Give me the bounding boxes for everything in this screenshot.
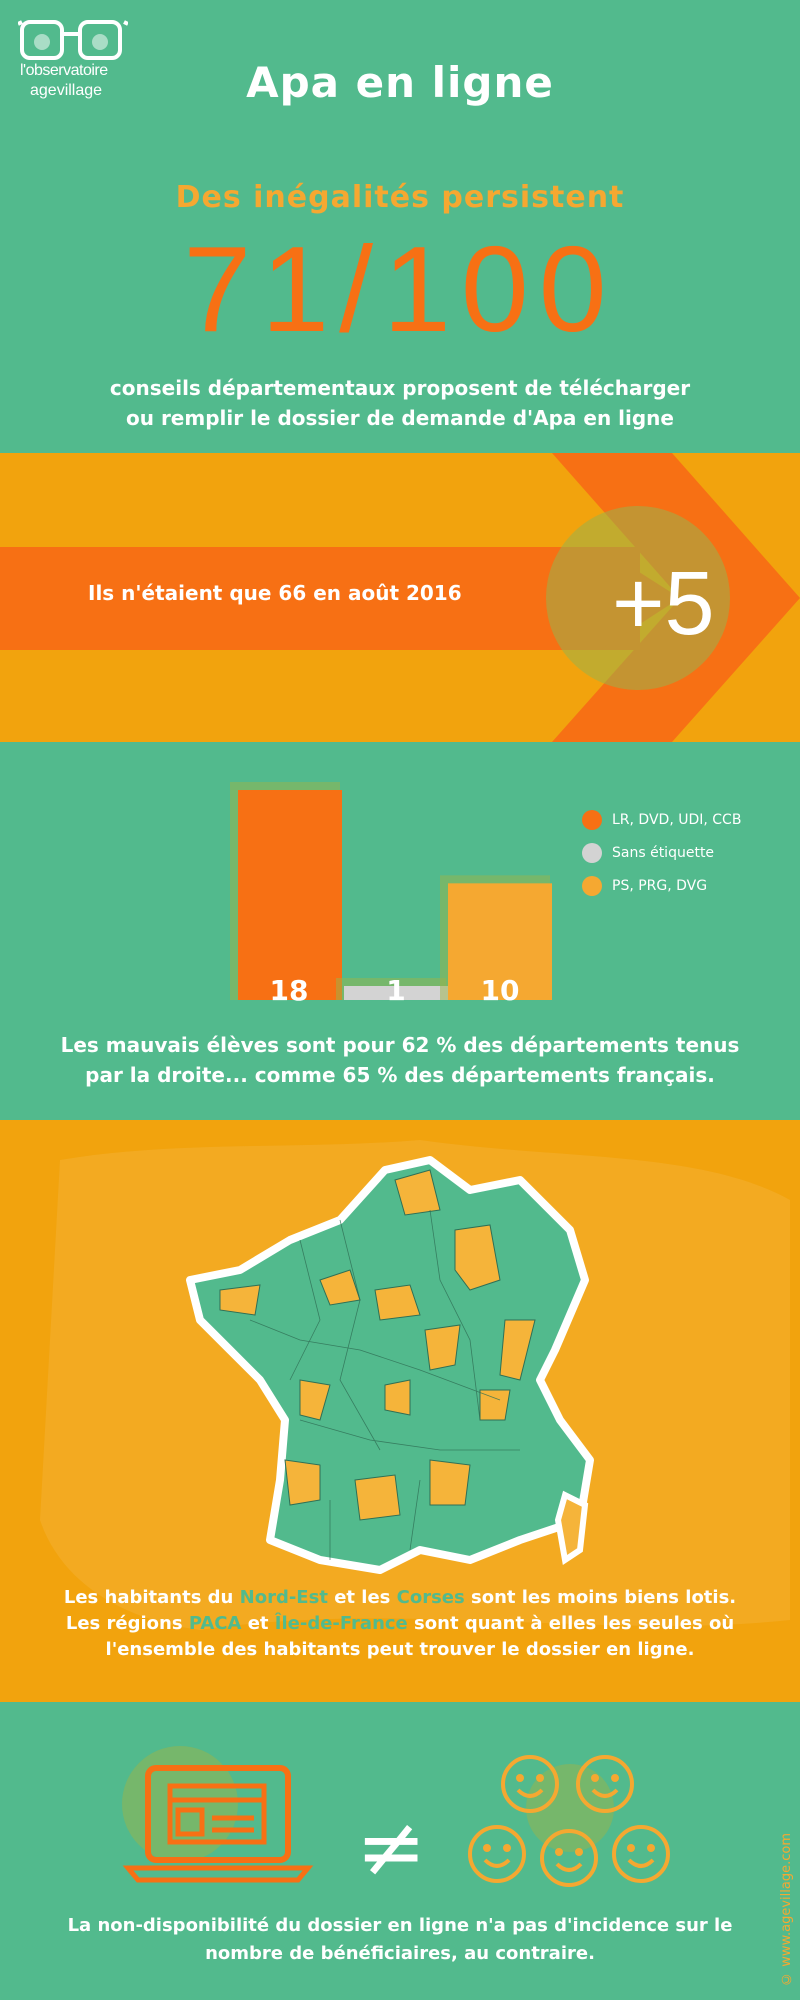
arrow-graphic	[0, 453, 800, 742]
regions-line: Les régions PACA et Île-de-France sont q…	[0, 1611, 800, 1637]
regions-text-part: sont quant à elles les seules où	[407, 1613, 735, 1634]
highlight-nord-est: Nord-Est	[239, 1587, 328, 1608]
regions-text-part: et	[241, 1613, 275, 1634]
bar-chart	[230, 782, 552, 1000]
progress-band-section: Ils n'étaient que 66 en août 2016 +5	[0, 453, 800, 742]
legend-item: LR, DVD, UDI, CCB	[582, 810, 741, 830]
bottom-section: ≠ La non-disponibilité du dossier en lig…	[0, 1702, 800, 2000]
chart-note-line: Les mauvais élèves sont pour 62 % des dé…	[60, 1033, 740, 1057]
copyright-credit: © www.agevillage.com	[779, 1833, 794, 1986]
legend-label: Sans étiquette	[612, 845, 715, 861]
highlight-ile-de-france: Île-de-France	[274, 1613, 408, 1634]
description-line: ou remplir le dossier de demande d'Apa e…	[126, 406, 674, 430]
legend-item: PS, PRG, DVG	[582, 876, 707, 896]
laptop-icon	[122, 1746, 314, 1883]
legend-label: LR, DVD, UDI, CCB	[612, 812, 742, 828]
regions-line: l'ensemble des habitants peut trouver le…	[105, 1639, 695, 1660]
legend-swatch	[582, 876, 602, 896]
page-title: Apa en ligne	[246, 58, 554, 107]
regions-text-part: sont les moins biens lotis.	[464, 1587, 737, 1608]
chart-section: 18 1 10 LR, DVD, UDI, CCB Sans étiquette…	[0, 742, 800, 1120]
regions-line: Les habitants du Nord-Est et les Corses …	[0, 1585, 800, 1611]
regions-text-part: Les habitants du	[63, 1587, 240, 1608]
chart-note-line: par la droite... comme 65 % des départem…	[85, 1063, 715, 1087]
bottom-text-line: nombre de bénéficiaires, au contraire.	[205, 1943, 595, 1964]
logo-subtitle: agevillage	[30, 82, 103, 99]
smiley-icon	[468, 1755, 670, 1887]
regions-text-part: et les	[327, 1587, 397, 1608]
highlight-corses: Corses	[396, 1587, 465, 1608]
legend-swatch	[582, 843, 602, 863]
glasses-logo-icon	[18, 20, 128, 60]
description-line: conseils départementaux proposent de tél…	[109, 376, 691, 400]
bar-0	[238, 790, 342, 1000]
legend-item: Sans étiquette	[582, 843, 714, 863]
bar-value-label: 1	[386, 974, 406, 1007]
bottom-text: La non-disponibilité du dossier en ligne…	[0, 1912, 800, 1968]
not-equal-sign: ≠	[356, 1798, 427, 1896]
bar-value-label: 10	[480, 974, 520, 1007]
france-map	[40, 1140, 790, 1630]
chart-note: Les mauvais élèves sont pour 62 % des dé…	[0, 1030, 800, 1090]
logo-name: l'observatoire	[20, 62, 108, 79]
legend-swatch	[582, 810, 602, 830]
big-number: 71/100	[183, 221, 617, 357]
legend-label: PS, PRG, DVG	[612, 878, 708, 894]
regions-text-part: Les régions	[65, 1613, 189, 1634]
delta-value: +5	[612, 554, 715, 654]
bottom-text-line: La non-disponibilité du dossier en ligne…	[67, 1915, 733, 1936]
headline-description: conseils départementaux proposent de tél…	[0, 373, 800, 433]
bar-2	[448, 883, 552, 1000]
header-section: l'observatoire agevillage Apa en ligne D…	[0, 0, 800, 453]
band-text: Ils n'étaient que 66 en août 2016	[88, 581, 462, 605]
regions-text: Les habitants du Nord-Est et les Corses …	[0, 1585, 800, 1663]
bar-1	[344, 986, 448, 1000]
highlight-paca: PACA	[188, 1613, 242, 1634]
map-section: Les habitants du Nord-Est et les Corses …	[0, 1120, 800, 1702]
headline-subtitle: Des inégalités persistent	[175, 180, 625, 215]
bar-value-label: 18	[269, 974, 309, 1007]
